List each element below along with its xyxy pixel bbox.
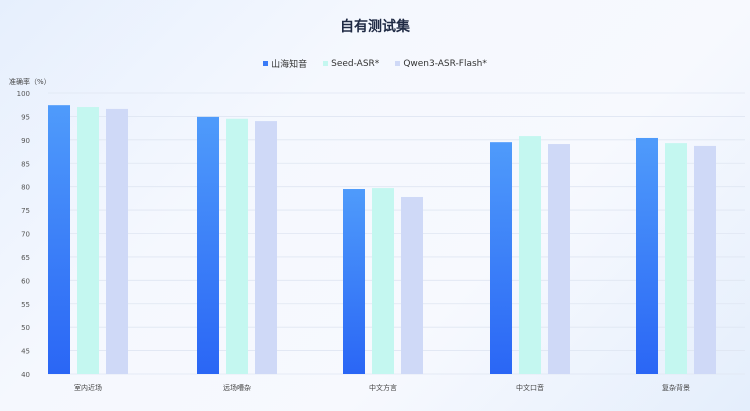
y-tick-label: 50: [21, 324, 30, 332]
bar: [226, 118, 248, 374]
x-tick-label: 复杂背景: [662, 383, 690, 392]
legend-item[interactable]: 山海知音: [263, 57, 307, 70]
y-axis-label: 准确率（%）: [9, 78, 51, 86]
legend-label: 山海知音: [271, 60, 308, 70]
legend-item[interactable]: Seed-ASR*: [323, 57, 379, 70]
bar: [343, 189, 365, 374]
bar: [548, 144, 570, 374]
legend: 山海知音 Seed-ASR* Qwen3-ASR-Flash*: [0, 57, 750, 70]
bar: [77, 107, 99, 375]
bar: [255, 121, 277, 374]
legend-label: Qwen3-ASR-Flash*: [403, 58, 487, 69]
x-tick-label: 中文口音: [516, 383, 544, 392]
y-tick-label: 90: [21, 137, 30, 145]
y-tick-label: 65: [21, 254, 30, 262]
y-tick-label: 85: [21, 160, 30, 168]
y-tick-label: 75: [21, 207, 30, 215]
y-tick-label: 95: [21, 113, 30, 121]
bar: [636, 137, 658, 374]
y-tick-label: 100: [17, 90, 30, 98]
legend-swatch: [263, 61, 269, 66]
y-tick-label: 80: [21, 184, 30, 192]
y-tick-label: 45: [21, 348, 30, 356]
bar: [401, 196, 423, 374]
x-tick-label: 室内近场: [74, 383, 102, 392]
bar: [106, 108, 128, 374]
bar: [694, 145, 716, 374]
y-tick-label: 55: [21, 301, 30, 309]
chart-title: 自有测试集: [340, 19, 410, 35]
bar: [490, 142, 512, 374]
x-tick-label: 中文方言: [369, 383, 397, 392]
legend-swatch: [323, 61, 329, 66]
bar: [665, 143, 687, 374]
legend-swatch: [395, 61, 401, 66]
bar: [519, 136, 541, 374]
x-tick-label: 远场嘈杂: [223, 383, 251, 392]
legend-item[interactable]: Qwen3-ASR-Flash*: [395, 57, 487, 70]
bar: [48, 105, 70, 374]
bar: [197, 116, 219, 374]
bar: [372, 188, 394, 374]
y-tick-label: 40: [21, 371, 30, 379]
legend-label: Seed-ASR*: [331, 58, 380, 69]
y-tick-label: 60: [21, 277, 30, 285]
y-tick-label: 70: [21, 231, 30, 239]
